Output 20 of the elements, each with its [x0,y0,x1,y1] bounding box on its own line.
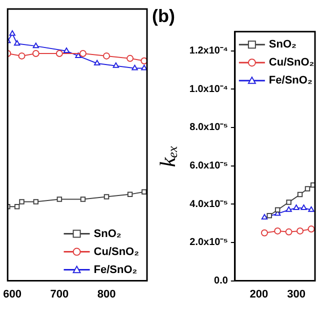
y-tick-label: 8.0x10⁻⁵ [190,122,228,134]
legend-label: Fe/SnO₂ [268,74,312,87]
legend-label: SnO₂ [268,38,297,51]
y-tick-label: 1.0x10⁻⁴ [189,84,228,95]
chart-title: (b) [152,6,175,26]
x-tick-label: 600 [3,288,22,300]
y-tick-label: 1.2x10⁻⁴ [189,46,228,57]
y-tick-label: 4.0x10⁻⁵ [190,198,228,210]
y-axis-title: kₑₓ [154,145,180,168]
y-tick-label: 2.0x10⁻⁵ [190,237,228,248]
y-tick-label: 0.0 [214,276,228,287]
legend-label: Cu/SnO₂ [94,246,140,258]
legend-label: SnO₂ [94,228,122,240]
legend-label: Cu/SnO₂ [268,56,314,69]
legend-label: Fe/SnO₂ [94,264,138,276]
x-tick-label: 200 [250,288,268,300]
x-tick-label: 800 [97,288,116,300]
y-tick-label: 6.0x10⁻⁵ [190,160,228,172]
x-tick-label: 300 [287,288,306,300]
x-tick-label: 700 [50,288,69,300]
